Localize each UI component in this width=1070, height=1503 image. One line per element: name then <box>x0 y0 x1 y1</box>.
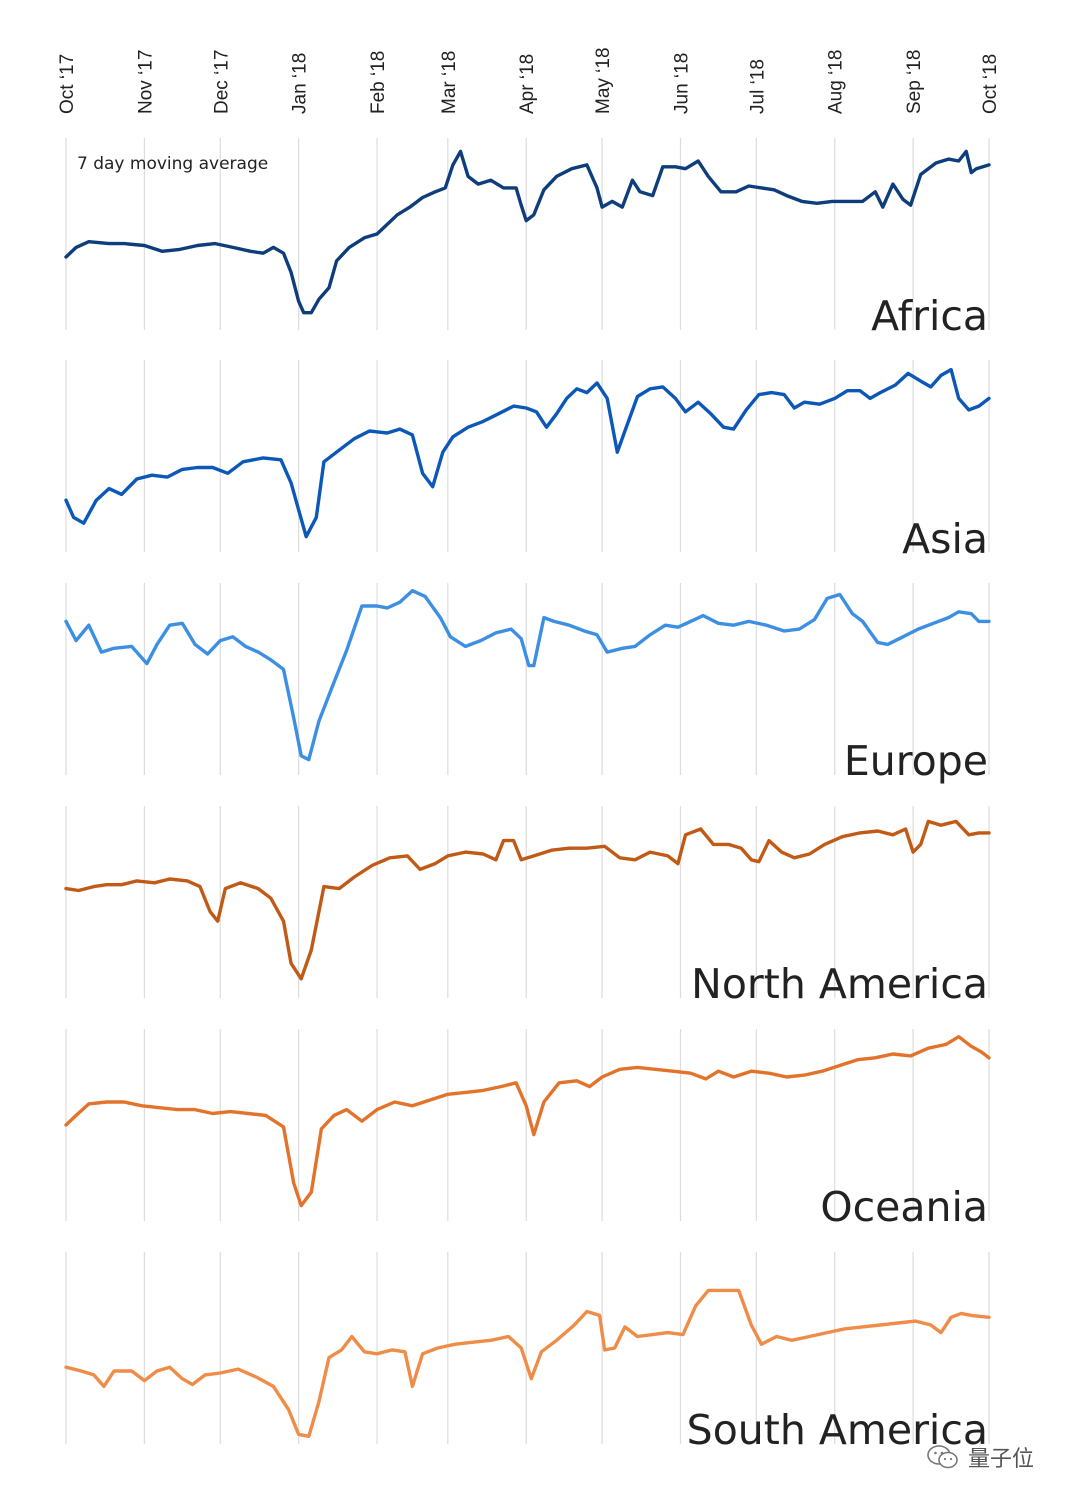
region-label: Europe <box>844 737 988 785</box>
x-tick-label: Mar ‘18 <box>439 51 460 114</box>
x-tick-label: May ‘18 <box>593 47 614 114</box>
grid-layer <box>65 138 990 1444</box>
region-label: Africa <box>871 292 988 340</box>
series-line-north-america <box>64 819 991 981</box>
series-line-africa <box>64 149 991 315</box>
region-label: Asia <box>902 515 988 563</box>
watermark: 量子位 <box>926 1441 1034 1473</box>
x-tick-label: Apr ‘18 <box>517 54 538 114</box>
region-label: North America <box>691 960 988 1008</box>
series-line-asia <box>64 367 991 539</box>
x-tick-label: Aug ‘18 <box>826 50 847 114</box>
x-tick-label: Feb ‘18 <box>368 51 389 114</box>
x-tick-label: Jan ‘18 <box>290 53 311 114</box>
watermark-text: 量子位 <box>967 1447 1034 1472</box>
wechat-icon <box>927 1445 958 1469</box>
series-line-europe <box>64 589 991 762</box>
region-label: Oceania <box>820 1183 988 1231</box>
x-tick-label: Jul ‘18 <box>747 59 768 114</box>
x-tick-label: Oct ‘18 <box>980 54 1001 114</box>
x-axis-ticks: Oct ‘17 Nov ‘17 Dec ‘17 Jan ‘18 Feb ‘18 Mar ‘… <box>57 47 1001 114</box>
x-tick-label: Sep ‘18 <box>904 50 925 114</box>
x-tick-label: Jun ‘18 <box>671 53 692 114</box>
series-line-oceania <box>64 1035 991 1208</box>
chart-note: 7 day moving average <box>77 154 268 174</box>
x-tick-label: Nov ‘17 <box>135 50 156 114</box>
series-line-south-america <box>64 1288 991 1438</box>
x-tick-label: Dec ‘17 <box>211 50 232 114</box>
x-tick-label: Oct ‘17 <box>57 54 78 114</box>
